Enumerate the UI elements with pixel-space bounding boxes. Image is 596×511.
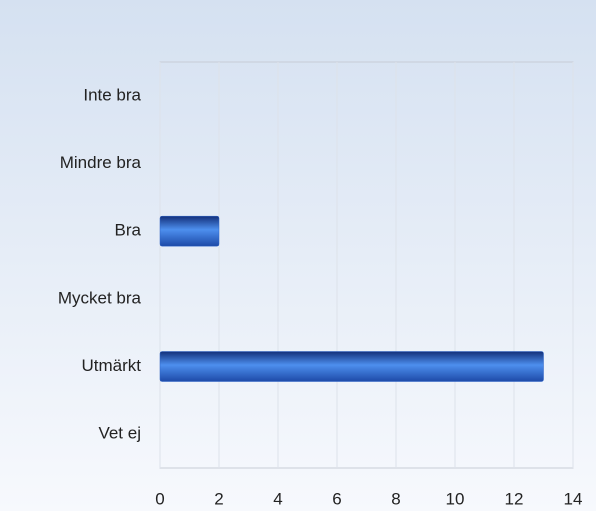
x-tick-label: 6 bbox=[332, 489, 341, 508]
bar bbox=[159, 215, 220, 247]
y-tick-label: Vet ej bbox=[98, 424, 141, 443]
y-tick-label: Utmärkt bbox=[82, 356, 142, 375]
y-tick-label: Mycket bra bbox=[58, 288, 142, 307]
y-tick-label: Inte bra bbox=[83, 85, 141, 104]
x-tick-label: 8 bbox=[391, 489, 400, 508]
x-tick-label: 0 bbox=[155, 489, 164, 508]
y-tick-label: Bra bbox=[115, 221, 142, 240]
x-tick-label: 12 bbox=[505, 489, 524, 508]
x-tick-label: 2 bbox=[214, 489, 223, 508]
y-tick-label: Mindre bra bbox=[60, 153, 142, 172]
x-tick-label: 4 bbox=[273, 489, 282, 508]
x-tick-label: 14 bbox=[564, 489, 583, 508]
x-tick-label: 10 bbox=[446, 489, 465, 508]
bar bbox=[159, 351, 544, 382]
